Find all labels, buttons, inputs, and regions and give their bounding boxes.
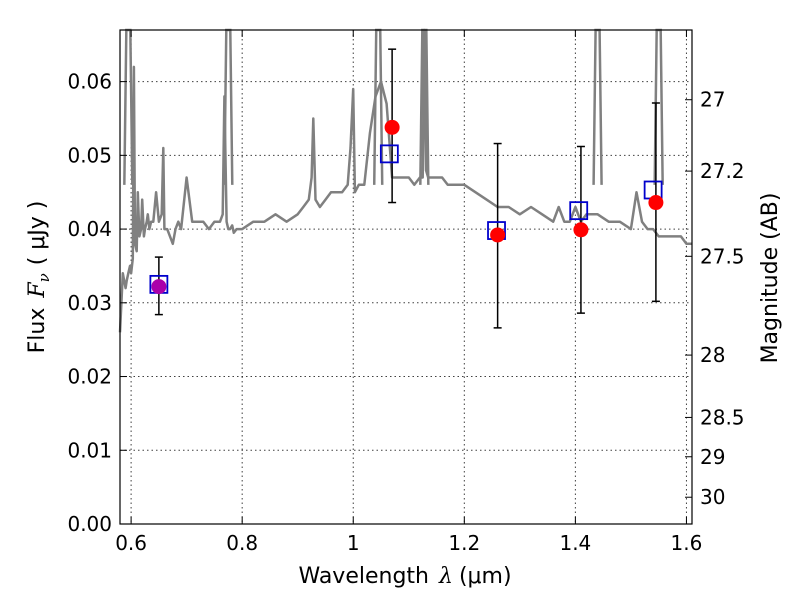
- right-axis-label: Magnitude (AB): [758, 193, 783, 364]
- x-axis-label-symbol: λ: [438, 564, 453, 589]
- axes-frame: [119, 29, 693, 525]
- right-tick-label: 28.5: [700, 405, 745, 429]
- y-axis-label: Flux Fν ( μJy ): [25, 201, 53, 354]
- y-axis-label-symbol: F: [25, 282, 50, 299]
- right-tick-label: 27.5: [700, 244, 745, 268]
- model-point: [379, 144, 399, 164]
- right-tick-label: 28: [700, 343, 725, 367]
- y-axis-label-subscript: ν: [35, 273, 53, 282]
- axis-ticks: [120, 30, 692, 525]
- y-tick-label: 0.00: [67, 512, 112, 536]
- observed-point: [648, 195, 664, 211]
- y-tick-label: 0.06: [67, 70, 112, 94]
- spectrum-line: [118, 28, 692, 333]
- spectrum-spike: [592, 28, 603, 185]
- observed-point: [573, 222, 589, 238]
- y-axis-label-text: Flux: [25, 308, 50, 354]
- right-tick-label: 27: [700, 88, 725, 112]
- y-tick-label: 0.03: [67, 291, 112, 315]
- spectrum-spike: [123, 28, 134, 185]
- axis-tick-labels: 0.6 0.8 1 1.2 1.4 1.6 0.00 0.01 0.02 0.03 0.04 0.05…: [67, 70, 744, 555]
- right-tick-label: 29: [700, 445, 725, 469]
- y-axis-label-unit: ( μJy ): [25, 201, 50, 266]
- x-tick-label: 1: [347, 531, 360, 555]
- x-tick-label: 0.6: [115, 531, 147, 555]
- right-tick-label: 27.2: [700, 159, 745, 183]
- x-axis-label: Wavelength λ (μm): [298, 564, 511, 589]
- spectrum-spike: [223, 28, 234, 185]
- y-tick-label: 0.05: [67, 143, 112, 167]
- right-tick-label: 30: [700, 485, 725, 509]
- y-tick-label: 0.04: [67, 217, 112, 241]
- observed-point: [490, 227, 506, 243]
- spectrum-series: [118, 28, 692, 333]
- observed-point: [384, 119, 400, 135]
- observed-points: [151, 119, 664, 295]
- observed-point: [151, 279, 167, 295]
- x-tick-label: 1.4: [559, 531, 591, 555]
- x-tick-label: 0.8: [226, 531, 258, 555]
- x-axis-label-unit: (μm): [459, 564, 512, 589]
- x-tick-label: 1.6: [671, 531, 703, 555]
- x-axis-label-text: Wavelength: [298, 564, 429, 589]
- y-tick-label: 0.02: [67, 365, 112, 389]
- model-point: [569, 201, 589, 221]
- y-tick-label: 0.01: [67, 438, 112, 462]
- x-tick-label: 1.2: [448, 531, 480, 555]
- grid-lines: [120, 30, 692, 525]
